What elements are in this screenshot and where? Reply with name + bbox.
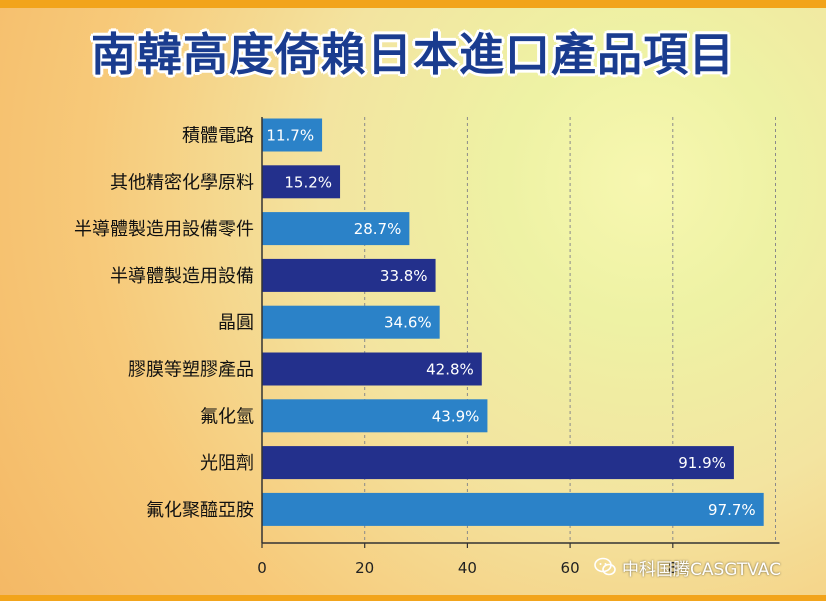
watermark-text: 中科国腾CASGTVAC <box>622 559 781 580</box>
x-tick-label: 40 <box>458 559 477 577</box>
category-label: 膠膜等塑膠產品 <box>128 360 254 381</box>
bottom-frame-stripe <box>0 595 826 601</box>
x-tick-label: 0 <box>257 559 267 577</box>
top-frame-stripe <box>0 0 826 8</box>
x-tick-label: 60 <box>561 559 580 577</box>
bar-value-label: 33.8% <box>380 267 428 285</box>
bar-value-label: 43.9% <box>432 407 480 425</box>
bar <box>262 258 436 292</box>
bar <box>262 492 764 526</box>
category-label: 光阻劑 <box>200 453 254 474</box>
wechat-icon <box>594 557 616 576</box>
x-tick-label: 8 <box>668 559 678 577</box>
category-label: 半導體製造用設備零件 <box>74 219 254 240</box>
bar-value-label: 42.8% <box>426 361 474 379</box>
bar-value-label: 91.9% <box>678 454 726 472</box>
bar <box>262 212 410 246</box>
bar <box>262 118 323 152</box>
x-tick-label: 20 <box>355 559 374 577</box>
watermark: 中科国腾CASGTVAC <box>594 556 781 580</box>
category-label: 積體電路 <box>182 126 254 147</box>
bar <box>262 165 341 199</box>
category-label: 其他精密化學原料 <box>110 172 254 193</box>
bar-value-label: 97.7% <box>708 501 756 519</box>
bar <box>262 352 482 386</box>
bar-value-label: 11.7% <box>266 127 314 145</box>
bar-value-label: 34.6% <box>384 314 432 332</box>
bar <box>262 446 734 480</box>
bar <box>262 399 488 433</box>
title-banner: 南韓高度倚賴日本進口產品項目 <box>0 8 826 92</box>
bar-value-label: 15.2% <box>284 173 332 191</box>
bar-value-label: 28.7% <box>354 220 402 238</box>
bar <box>262 305 440 339</box>
category-label: 半導體製造用設備 <box>110 266 254 287</box>
chart-title: 南韓高度倚賴日本進口產品項目 <box>90 27 735 81</box>
category-label: 晶圓 <box>218 313 254 334</box>
category-label: 氟化聚醯亞胺 <box>146 500 254 521</box>
category-label: 氟化氫 <box>200 406 254 427</box>
